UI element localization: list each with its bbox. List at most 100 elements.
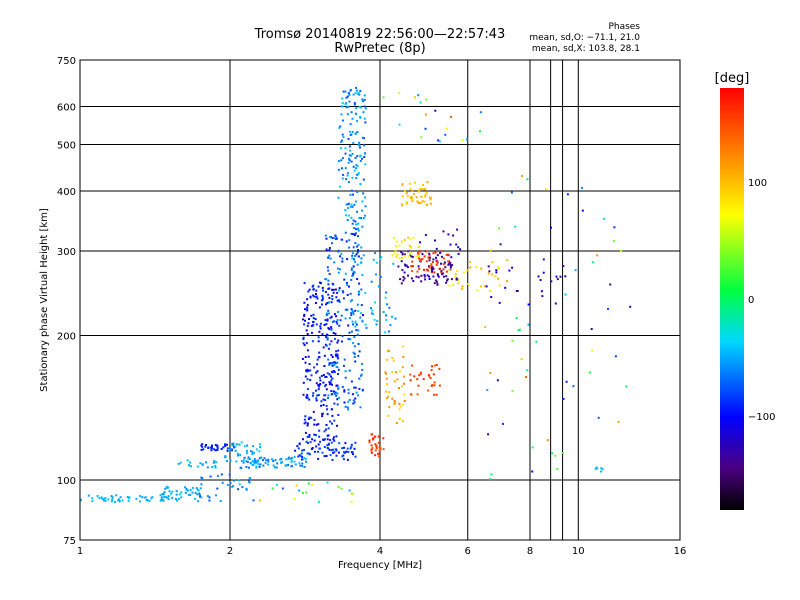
echo-point: [581, 209, 584, 212]
echo-point: [229, 459, 232, 462]
echo-point: [450, 278, 453, 281]
echo-point: [457, 252, 460, 255]
echo-point: [442, 257, 445, 260]
x-tick-label: 10: [572, 546, 585, 557]
echo-point: [331, 364, 334, 367]
echo-point: [201, 477, 204, 480]
echo-point: [313, 295, 316, 298]
echo-point: [590, 328, 593, 330]
echo-point: [370, 451, 373, 454]
echo-point: [312, 321, 315, 324]
echo-point: [372, 438, 375, 441]
echo-point: [307, 355, 310, 358]
echo-point: [318, 376, 321, 379]
echo-point: [279, 458, 282, 461]
echo-point: [324, 376, 327, 378]
echo-point: [195, 487, 198, 490]
echo-point: [394, 317, 397, 320]
x-axis-label: Frequency [MHz]: [338, 560, 422, 571]
echo-point: [487, 272, 490, 275]
echo-point: [211, 444, 213, 447]
echo-point: [480, 267, 483, 270]
echo-point: [348, 130, 351, 133]
echo-point: [325, 248, 328, 251]
echo-point: [403, 239, 406, 241]
echo-point: [215, 461, 218, 463]
echo-point: [357, 229, 360, 232]
echo-point: [325, 303, 328, 306]
echo-point: [342, 119, 344, 122]
echo-point: [415, 196, 418, 199]
echo-point: [388, 330, 390, 333]
echo-point: [336, 398, 339, 401]
echo-point: [356, 263, 359, 266]
echo-point: [306, 378, 309, 381]
echo-point: [347, 92, 350, 95]
echo-point: [323, 455, 326, 458]
echo-point: [359, 90, 362, 93]
echo-point: [327, 358, 330, 361]
echo-point: [402, 382, 405, 385]
echo-point: [315, 382, 318, 385]
echo-point: [360, 288, 363, 291]
echo-point: [398, 244, 401, 247]
echo-point: [335, 238, 338, 240]
echo-point: [597, 416, 600, 419]
echo-point: [600, 470, 603, 473]
echo-point: [510, 191, 513, 194]
echo-point: [407, 274, 409, 277]
echo-point: [305, 329, 308, 332]
echo-point: [236, 443, 238, 446]
echo-point: [347, 207, 349, 209]
echo-point: [242, 461, 245, 464]
echo-point: [331, 237, 334, 240]
y-tick-label: 400: [57, 187, 76, 198]
echo-point: [285, 458, 288, 461]
echo-point: [328, 287, 331, 290]
echo-point: [526, 178, 529, 181]
echo-point: [170, 492, 173, 495]
echo-point: [327, 269, 330, 272]
echo-point: [401, 366, 404, 369]
echo-point: [321, 303, 323, 306]
echo-point: [411, 199, 414, 202]
echo-point: [377, 453, 379, 455]
echo-point: [329, 420, 332, 423]
echo-point: [401, 253, 404, 256]
echo-point: [324, 234, 327, 237]
echo-point: [341, 290, 344, 293]
x-tick-label: 4: [377, 546, 383, 557]
echo-point: [354, 309, 357, 312]
echo-point: [347, 181, 350, 184]
echo-point: [340, 140, 343, 143]
echo-point: [355, 323, 358, 326]
echo-point: [313, 433, 316, 436]
echo-point: [306, 349, 309, 352]
echo-point: [420, 195, 423, 198]
echo-point: [356, 278, 359, 280]
echo-point: [318, 356, 321, 359]
echo-point: [302, 381, 305, 384]
echo-point: [347, 172, 349, 175]
echo-point: [539, 279, 542, 281]
echo-point: [162, 498, 165, 501]
echo-point: [262, 459, 264, 462]
echo-point: [440, 271, 443, 274]
echo-point: [324, 319, 327, 321]
echo-point: [321, 415, 324, 418]
echo-point: [417, 252, 419, 255]
echo-point: [436, 283, 439, 286]
echo-point: [417, 94, 420, 97]
echo-point: [325, 455, 328, 457]
echo-point: [242, 459, 245, 462]
echo-point: [248, 477, 251, 480]
phase-stats-x: mean, sd,X: 103.8, 28.1: [531, 44, 640, 54]
echo-point: [356, 155, 359, 158]
echo-point: [386, 358, 388, 361]
echo-point: [412, 236, 415, 239]
echo-point: [378, 446, 381, 449]
echo-point: [335, 315, 338, 318]
echo-point: [351, 233, 354, 235]
echo-point: [433, 381, 436, 384]
echo-point: [349, 154, 352, 157]
